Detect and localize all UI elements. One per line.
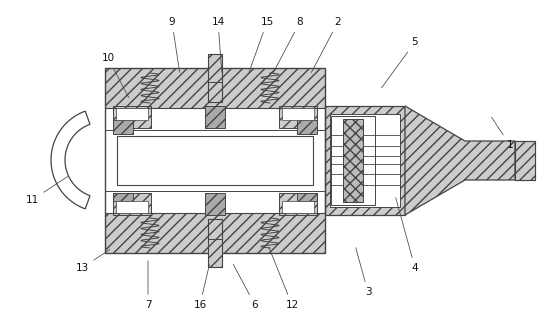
- Text: 5: 5: [382, 37, 418, 88]
- Text: 12: 12: [269, 248, 299, 310]
- Text: 3: 3: [356, 248, 371, 297]
- Bar: [116, 201, 148, 213]
- Bar: [113, 193, 133, 201]
- Bar: [105, 68, 325, 108]
- Bar: [205, 106, 225, 128]
- Bar: [105, 68, 325, 253]
- Bar: [208, 54, 222, 102]
- Bar: [297, 120, 317, 134]
- Bar: [208, 54, 222, 82]
- Text: 2: 2: [311, 17, 342, 73]
- Polygon shape: [51, 111, 90, 209]
- Bar: [113, 120, 133, 134]
- Bar: [330, 114, 400, 207]
- Bar: [297, 193, 317, 201]
- Bar: [279, 193, 317, 215]
- Bar: [325, 106, 405, 215]
- Text: 15: 15: [249, 17, 274, 72]
- Bar: [117, 136, 313, 185]
- Bar: [205, 193, 225, 215]
- Text: 14: 14: [211, 17, 225, 72]
- Text: 6: 6: [233, 265, 258, 310]
- Text: 1: 1: [491, 117, 513, 150]
- Bar: [515, 141, 535, 180]
- Text: 10: 10: [102, 53, 129, 97]
- Text: 8: 8: [273, 17, 304, 73]
- Text: 16: 16: [193, 265, 210, 310]
- Bar: [282, 108, 314, 120]
- Bar: [515, 141, 535, 180]
- Bar: [116, 108, 148, 120]
- Bar: [331, 116, 375, 205]
- Text: 4: 4: [396, 198, 418, 273]
- Text: 13: 13: [75, 250, 110, 273]
- Text: 11: 11: [26, 177, 68, 205]
- Bar: [343, 119, 363, 202]
- Bar: [105, 213, 325, 253]
- Polygon shape: [405, 106, 515, 215]
- Bar: [208, 239, 222, 267]
- Text: 7: 7: [144, 261, 151, 310]
- Bar: [279, 106, 317, 128]
- Bar: [113, 106, 151, 128]
- Bar: [282, 201, 314, 213]
- Text: 9: 9: [169, 17, 180, 72]
- Bar: [113, 193, 151, 215]
- Bar: [105, 108, 325, 213]
- Bar: [208, 219, 222, 267]
